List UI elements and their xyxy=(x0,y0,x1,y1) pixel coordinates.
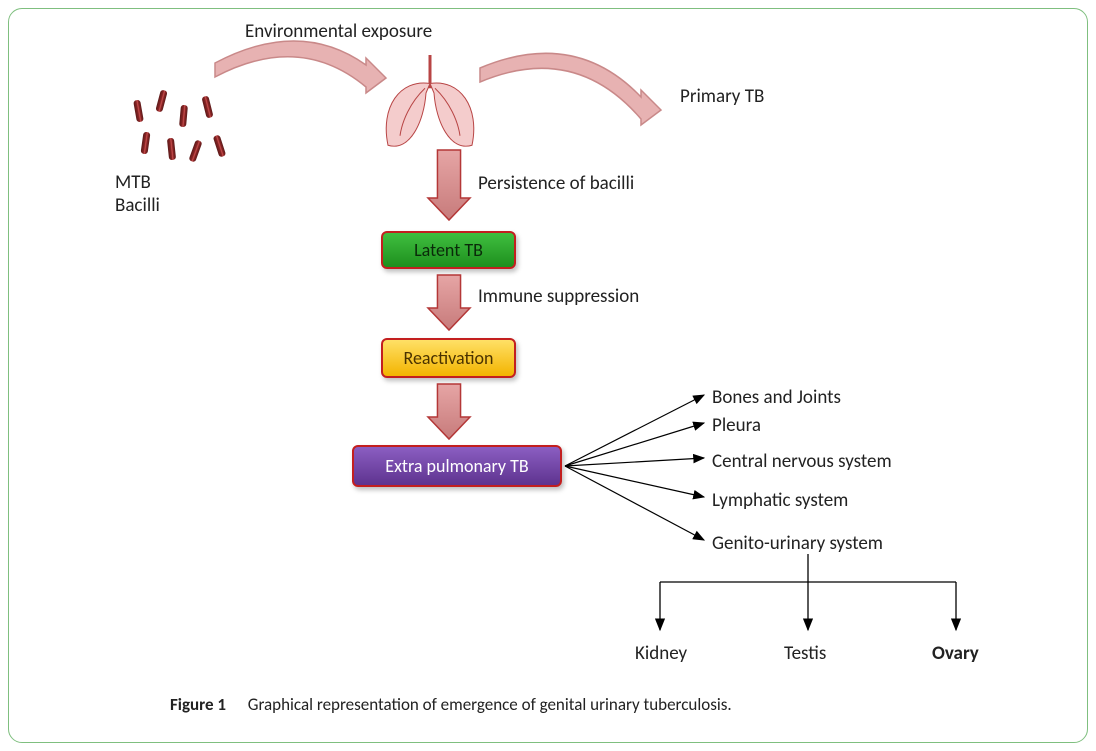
immune-suppression-label: Immune suppression xyxy=(478,285,639,308)
figure-caption: Figure 1 Graphical representation of eme… xyxy=(170,694,732,715)
target-gu-label: Genito-urinary system xyxy=(712,532,883,555)
reactivation-box: Reactivation xyxy=(381,338,516,378)
env-exposure-label: Environmental exposure xyxy=(245,20,432,43)
extra-pulmonary-box: Extra pulmonary TB xyxy=(352,445,562,487)
target-pleura-label: Pleura xyxy=(712,414,761,437)
extra-pulmonary-text: Extra pulmonary TB xyxy=(385,455,528,477)
latent-tb-box: Latent TB xyxy=(381,231,516,269)
primary-tb-label: Primary TB xyxy=(680,85,764,108)
figure-frame xyxy=(8,8,1088,743)
target-cns-label: Central nervous system xyxy=(712,450,892,473)
figure-caption-text: Graphical representation of emergence of… xyxy=(248,694,732,715)
latent-tb-text: Latent TB xyxy=(414,239,483,261)
persistence-label: Persistence of bacilli xyxy=(478,172,634,195)
target-bones-label: Bones and Joints xyxy=(712,386,841,409)
target-lymph-label: Lymphatic system xyxy=(712,489,848,512)
reactivation-text: Reactivation xyxy=(404,347,494,369)
gu-testis-label: Testis xyxy=(784,642,826,665)
gu-ovary-label: Ovary xyxy=(932,642,979,665)
gu-kidney-label: Kidney xyxy=(635,642,687,665)
figure-number: Figure 1 xyxy=(170,694,226,715)
mtb-bacilli-label: MTBBacilli xyxy=(115,172,160,218)
